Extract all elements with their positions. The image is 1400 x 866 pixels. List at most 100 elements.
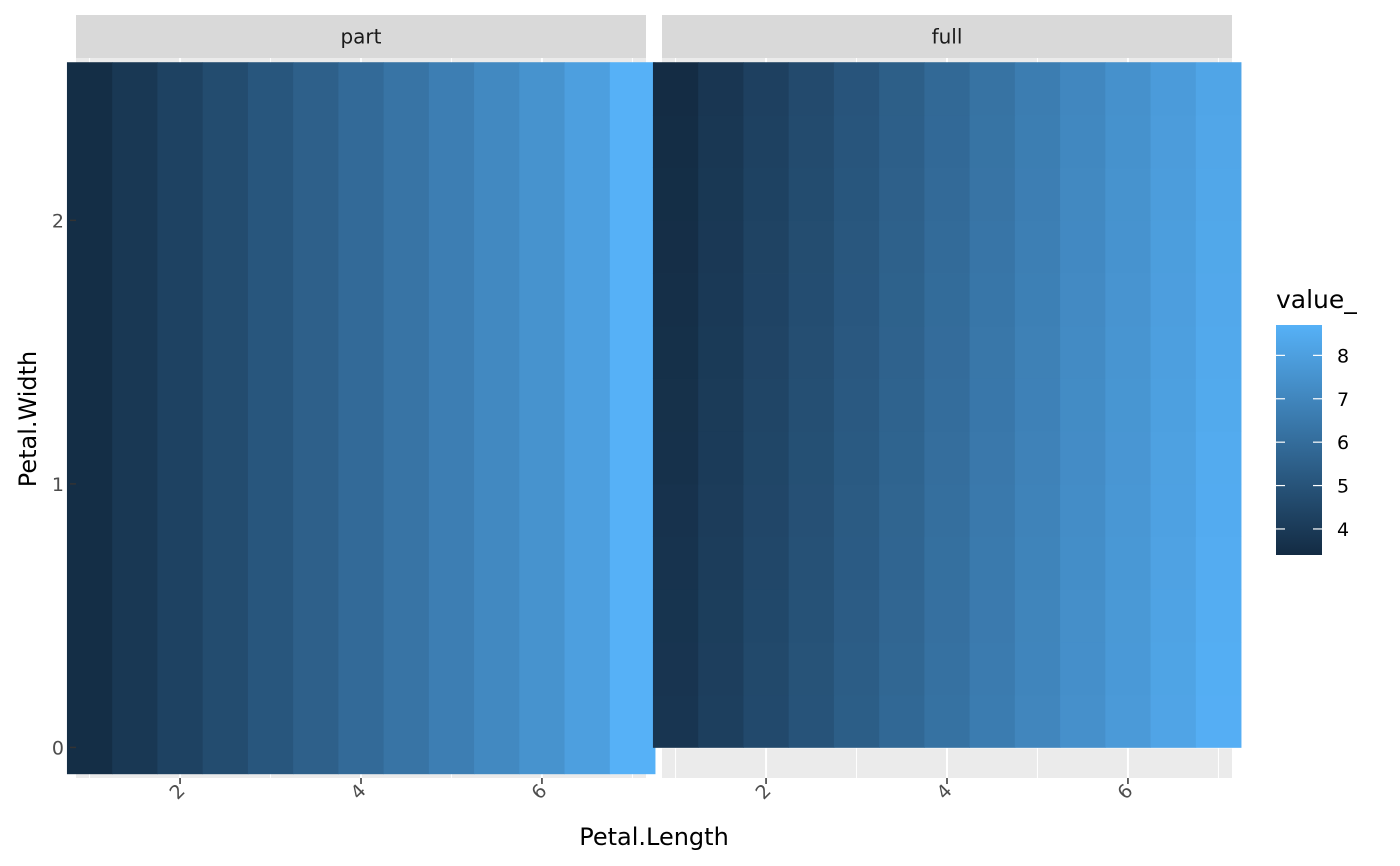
heatmap-tile — [564, 62, 611, 775]
heatmap-tile — [833, 431, 880, 485]
heatmap-tile — [1060, 62, 1106, 116]
heatmap-tile — [833, 694, 880, 748]
heatmap-tile — [1060, 167, 1106, 221]
heatmap-tile — [1105, 220, 1151, 274]
facet-strip-label: part — [340, 25, 381, 49]
heatmap-tile — [1060, 378, 1106, 432]
heatmap-tile — [1195, 62, 1242, 116]
heatmap-tile — [833, 483, 880, 537]
heatmap-tile — [1014, 378, 1061, 432]
x-tick-label: 4 — [932, 780, 956, 804]
heatmap-tile — [112, 62, 158, 775]
heatmap-tile — [698, 536, 744, 590]
legend-tick-label: 4 — [1337, 519, 1349, 541]
heatmap-tile — [879, 589, 925, 643]
heatmap-tile — [833, 167, 880, 221]
heatmap-tile — [879, 167, 925, 221]
heatmap-tile — [1014, 167, 1061, 221]
heatmap-tile — [924, 167, 971, 221]
facet-strip — [662, 15, 1232, 58]
x-tick-label: 6 — [527, 780, 551, 804]
heatmap-tile — [969, 589, 1016, 643]
heatmap-tile — [743, 642, 790, 696]
heatmap-tile — [1195, 642, 1242, 696]
heatmap-tile — [1105, 167, 1151, 221]
heatmap-tile — [202, 62, 249, 775]
heatmap-tile — [1105, 431, 1151, 485]
heatmap-tile — [1195, 220, 1242, 274]
heatmap-tile — [1105, 536, 1151, 590]
heatmap-tile — [924, 325, 971, 379]
legend-ticks: 4 5 6 7 8 — [1276, 345, 1349, 541]
heatmap-tile — [247, 62, 294, 775]
heatmap-tile — [1150, 167, 1197, 221]
heatmap-tile — [743, 536, 790, 590]
heatmap-tile — [698, 694, 744, 748]
heatmap-tile — [1150, 431, 1197, 485]
y-tick-label: 2 — [52, 210, 64, 232]
heatmap-tile — [833, 378, 880, 432]
heatmap-tile — [788, 62, 835, 116]
heatmap-tiles — [66, 62, 656, 775]
legend-tick-label: 6 — [1337, 432, 1349, 454]
legend-colorbar — [1276, 325, 1322, 555]
y-axis-title: Petal.Width — [14, 351, 42, 488]
heatmap-tile — [1195, 536, 1242, 590]
heatmap-tile — [1060, 220, 1106, 274]
heatmap-tile — [474, 62, 520, 775]
heatmap-tile — [652, 62, 699, 116]
heatmap-tile — [1105, 273, 1151, 327]
heatmap-tile — [969, 431, 1016, 485]
heatmap-tile — [652, 694, 699, 748]
x-tick-label: 2 — [751, 780, 775, 804]
heatmap-tile — [833, 325, 880, 379]
y-axis: 0 1 2 — [52, 210, 76, 759]
heatmap-tile — [1150, 62, 1197, 116]
heatmap-tile — [833, 642, 880, 696]
heatmap-tile — [1150, 325, 1197, 379]
heatmap-tile — [788, 220, 835, 274]
heatmap-tile — [1150, 483, 1197, 537]
heatmap-tile — [833, 536, 880, 590]
heatmap-tile — [1105, 589, 1151, 643]
heatmap-tile — [1195, 167, 1242, 221]
heatmap-tile — [1014, 431, 1061, 485]
heatmap-tile — [698, 114, 744, 169]
facet-panel-part: part 2 4 6 — [66, 15, 656, 804]
heatmap-tile — [833, 114, 880, 169]
heatmap-tile — [924, 694, 971, 748]
heatmap-tile — [652, 167, 699, 221]
heatmap-tile — [743, 589, 790, 643]
heatmap-tile — [833, 273, 880, 327]
heatmap-tile — [1060, 483, 1106, 537]
heatmap-tile — [1014, 220, 1061, 274]
heatmap-tile — [698, 589, 744, 643]
heatmap-tile — [1014, 694, 1061, 748]
heatmap-tile — [698, 220, 744, 274]
legend-tick-label: 7 — [1337, 389, 1349, 411]
heatmap-tile — [969, 536, 1016, 590]
heatmap-tile — [924, 642, 971, 696]
heatmap-tile — [969, 167, 1016, 221]
heatmap-tile — [788, 536, 835, 590]
heatmap-tile — [1195, 273, 1242, 327]
heatmap-tile — [652, 483, 699, 537]
heatmap-tile — [1150, 378, 1197, 432]
heatmap-tile — [1195, 483, 1242, 537]
heatmap-tile — [652, 220, 699, 274]
heatmap-tile — [879, 694, 925, 748]
heatmap-tile — [879, 220, 925, 274]
heatmap-tile — [1060, 694, 1106, 748]
heatmap-tile — [1060, 536, 1106, 590]
heatmap-tile — [1014, 62, 1061, 116]
heatmap-tile — [879, 273, 925, 327]
heatmap-tile — [652, 325, 699, 379]
heatmap-tile — [924, 483, 971, 537]
heatmap-tile — [66, 62, 113, 775]
heatmap-tile — [1105, 378, 1151, 432]
heatmap-tile — [1105, 62, 1151, 116]
heatmap-tile — [788, 378, 835, 432]
heatmap-tile — [609, 62, 656, 775]
heatmap-tile — [1150, 273, 1197, 327]
heatmap-tile — [1060, 325, 1106, 379]
